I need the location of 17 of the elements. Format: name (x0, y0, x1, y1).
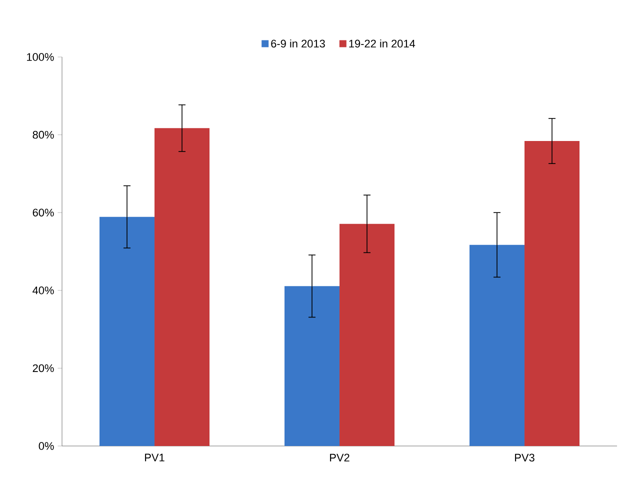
legend-label: 6-9 in 2013 (271, 39, 325, 48)
x-tick-label: PV2 (330, 454, 350, 462)
y-tick-label: 0% (38, 442, 54, 450)
bar (284, 286, 340, 446)
bar (154, 128, 210, 446)
y-tick-label: 80% (32, 130, 54, 139)
x-tick-label: PV1 (145, 454, 164, 462)
y-tick-label: 20% (32, 364, 54, 372)
bar (470, 244, 525, 446)
legend-label: 19-22 in 2014 (349, 39, 416, 48)
bar (524, 141, 580, 446)
bar (340, 224, 395, 446)
bar (100, 216, 155, 446)
y-tick-label: 60% (32, 208, 54, 216)
x-tick-label: PV3 (515, 454, 534, 462)
y-tick-label: 40% (32, 286, 54, 294)
y-tick-label: 100% (27, 53, 54, 61)
